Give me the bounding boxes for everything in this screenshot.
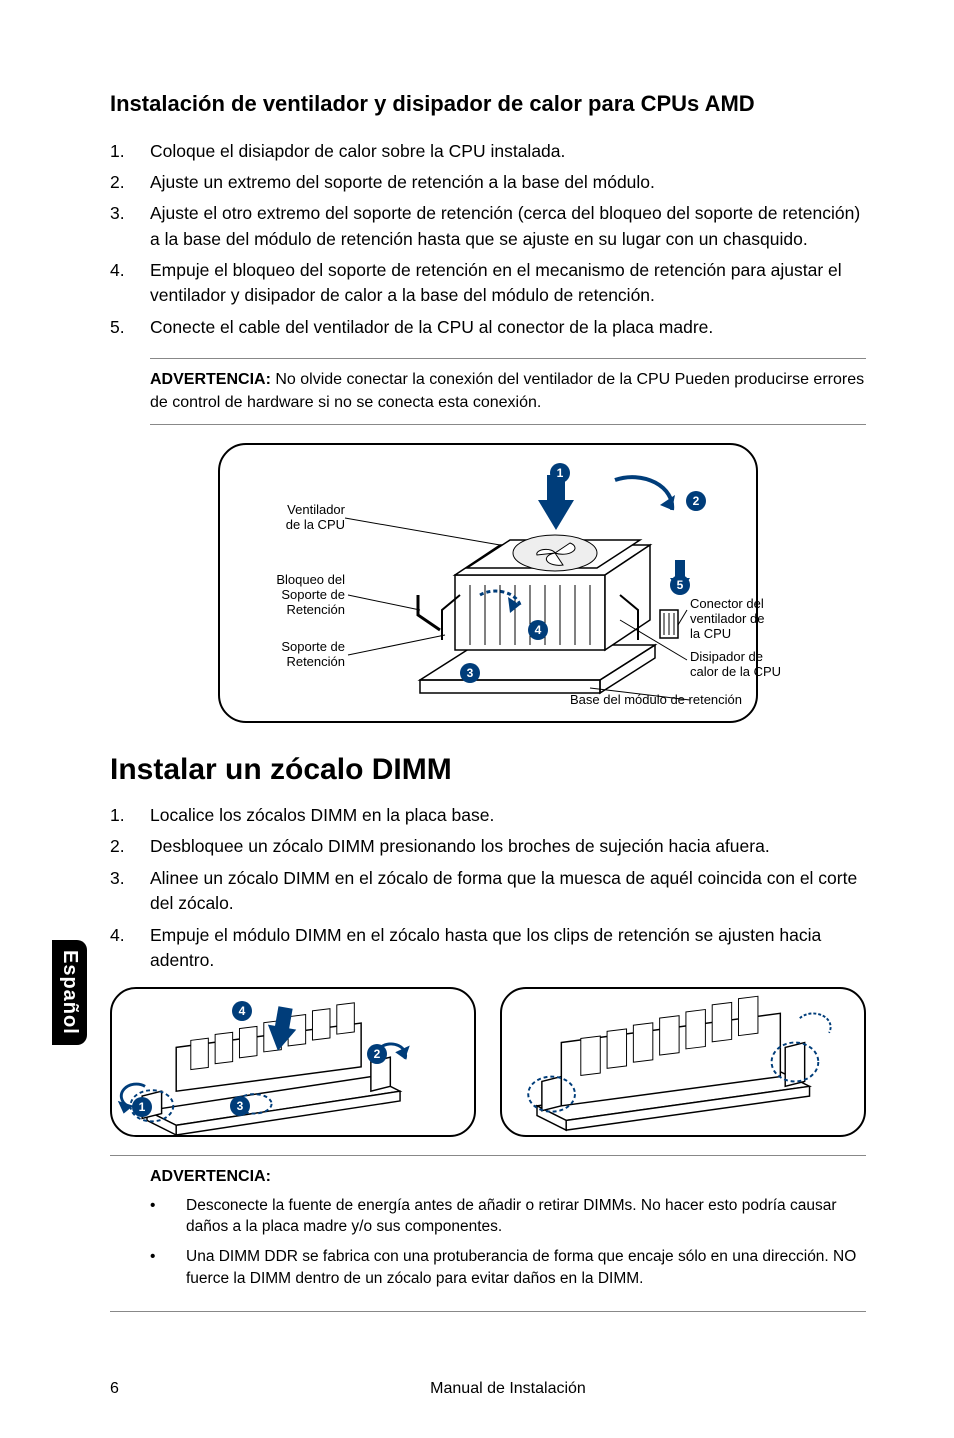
list-item: 2.Ajuste un extremo del soporte de reten…: [110, 170, 866, 195]
page-footer: 6 Manual de Instalación: [110, 1380, 866, 1398]
section1-heading: Instalación de ventilador y disipador de…: [110, 90, 866, 119]
list-item: 3.Alinee un zócalo DIMM en el zócalo de …: [110, 866, 866, 917]
list-item: 4.Empuje el módulo DIMM en el zócalo has…: [110, 923, 866, 974]
step-number: 2.: [110, 170, 150, 195]
step-text: Empuje el bloqueo del soporte de retenci…: [150, 258, 866, 309]
dimm-diagrams: 1 2 3 4: [110, 987, 866, 1137]
list-item: •Una DIMM DDR se fabrica con una protube…: [150, 1246, 866, 1289]
diagram-label: Ventiladorde la CPU: [260, 503, 345, 533]
list-item: 5.Conecte el cable del ventilador de la …: [110, 315, 866, 340]
down-arrow-icon: [538, 500, 574, 530]
callout-3: 3: [460, 663, 480, 683]
list-item: 1.Localice los zócalos DIMM en la placa …: [110, 803, 866, 828]
step-text: Localice los zócalos DIMM en la placa ba…: [150, 803, 866, 828]
step-number: 1.: [110, 139, 150, 164]
step-number: 4.: [110, 258, 150, 309]
bullet-dot: •: [150, 1195, 186, 1238]
step-text: Coloque el disiapdor de calor sobre la C…: [150, 139, 866, 164]
section2-steps: 1.Localice los zócalos DIMM en la placa …: [110, 803, 866, 973]
diagram-label: Bloqueo delSoporte deRetención: [260, 573, 345, 618]
callout-2: 2: [686, 491, 706, 511]
warning-label: ADVERTENCIA:: [150, 371, 271, 388]
step-number: 2.: [110, 834, 150, 859]
diagram-label: Soporte deRetención: [260, 640, 345, 670]
callout-4: 4: [528, 620, 548, 640]
diagram-label: Conector delventilador dela CPU: [690, 597, 780, 642]
step-text: Conecte el cable del ventilador de la CP…: [150, 315, 866, 340]
callout-1: 1: [550, 463, 570, 483]
step-number: 5.: [110, 315, 150, 340]
step-number: 4.: [110, 923, 150, 974]
step-number: 3.: [110, 866, 150, 917]
step-text: Alinee un zócalo DIMM en el zócalo de fo…: [150, 866, 866, 917]
dimm-diagram-right: [500, 987, 866, 1137]
cpu-fan-diagram: 1 2 3 4 5 Ventiladorde la CPU Bloqueo de…: [218, 443, 758, 723]
list-item: 2.Desbloquee un zócalo DIMM presionando …: [110, 834, 866, 859]
warning-box-2: ADVERTENCIA: •Desconecte la fuente de en…: [110, 1155, 866, 1312]
bullet-text: Desconecte la fuente de energía antes de…: [186, 1195, 866, 1238]
diagram-label: Base del módulo de retención: [570, 693, 750, 708]
language-side-tab: Español: [52, 940, 87, 1045]
step-text: Desbloquee un zócalo DIMM presionando lo…: [150, 834, 866, 859]
list-item: 1.Coloque el disiapdor de calor sobre la…: [110, 139, 866, 164]
callout-5: 5: [670, 575, 690, 595]
warning-bullets: •Desconecte la fuente de energía antes d…: [150, 1195, 866, 1290]
page-number: 6: [110, 1380, 150, 1398]
bullet-text: Una DIMM DDR se fabrica con una protuber…: [186, 1246, 866, 1289]
dimm-diagram-left: 1 2 3 4: [110, 987, 476, 1137]
diagram-label: Disipador decalor de la CPU: [690, 650, 800, 680]
warning-label: ADVERTENCIA:: [150, 1168, 271, 1185]
step-number: 3.: [110, 201, 150, 252]
dimm-svg-left: [112, 989, 474, 1135]
dimm-svg-right: [502, 989, 864, 1135]
bullet-dot: •: [150, 1246, 186, 1289]
step-text: Ajuste un extremo del soporte de retenci…: [150, 170, 866, 195]
step-text: Empuje el módulo DIMM en el zócalo hasta…: [150, 923, 866, 974]
step-text: Ajuste el otro extremo del soporte de re…: [150, 201, 866, 252]
footer-text: Manual de Instalación: [150, 1380, 866, 1398]
step-number: 1.: [110, 803, 150, 828]
list-item: •Desconecte la fuente de energía antes d…: [150, 1195, 866, 1238]
section1-steps: 1.Coloque el disiapdor de calor sobre la…: [110, 139, 866, 341]
warning-box-1: ADVERTENCIA: No olvide conectar la conex…: [150, 358, 866, 425]
section2-heading: Instalar un zócalo DIMM: [110, 753, 866, 787]
list-item: 4.Empuje el bloqueo del soporte de reten…: [110, 258, 866, 309]
down-arrow-icon: [264, 1025, 297, 1054]
list-item: 3.Ajuste el otro extremo del soporte de …: [110, 201, 866, 252]
